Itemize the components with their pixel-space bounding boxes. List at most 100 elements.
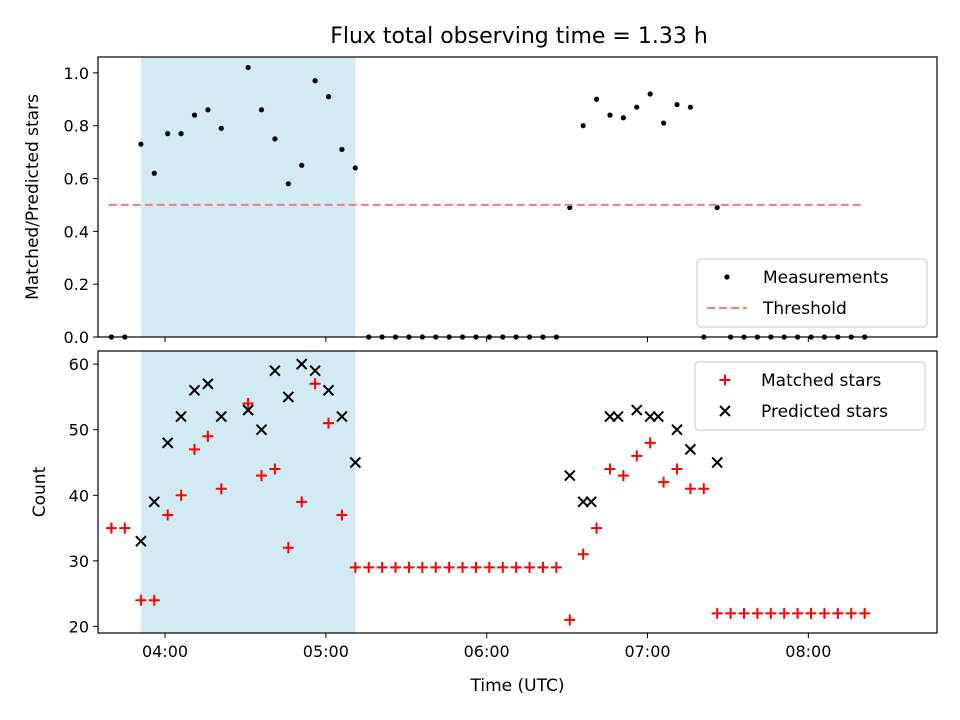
matched-star-point bbox=[457, 561, 469, 573]
predicted-star-point bbox=[631, 404, 643, 416]
matched-star-point bbox=[497, 561, 509, 573]
predicted-star-point bbox=[336, 410, 348, 423]
measurement-point bbox=[138, 141, 144, 147]
matched-star-point bbox=[119, 522, 131, 534]
measurement-point bbox=[205, 107, 211, 113]
measurement-point bbox=[567, 204, 573, 211]
legend-entry: Predicted stars bbox=[761, 402, 888, 422]
predicted-star-point bbox=[309, 364, 321, 377]
measurement-point bbox=[674, 101, 680, 108]
measurement-point bbox=[299, 162, 305, 168]
y-tick-label: 30 bbox=[69, 552, 89, 571]
measurement-point bbox=[714, 204, 720, 211]
matched-star-point bbox=[148, 594, 160, 606]
legend: Matched stars Predicted stars bbox=[694, 361, 926, 431]
y-tick-label: 20 bbox=[69, 617, 89, 636]
legend-entry: Measurements bbox=[763, 268, 889, 288]
matched-star-point bbox=[859, 607, 871, 619]
measurement-point bbox=[165, 131, 171, 137]
legend-entry: Matched stars bbox=[761, 371, 881, 391]
legend: Measurements Threshold bbox=[696, 258, 928, 328]
matched-star-point bbox=[805, 607, 817, 619]
matched-star-point bbox=[658, 476, 670, 488]
measurement-point bbox=[634, 104, 640, 110]
predicted-star-point bbox=[161, 437, 174, 449]
measurement-point bbox=[620, 115, 626, 121]
measurement-point bbox=[660, 120, 667, 126]
x-tick-label: 08:00 bbox=[785, 642, 831, 661]
predicted-star-point bbox=[188, 384, 201, 397]
y-axis-label: Count bbox=[30, 466, 50, 517]
matched-star-point bbox=[684, 483, 696, 495]
matched-star-point bbox=[175, 489, 187, 501]
matched-star-point bbox=[778, 607, 790, 619]
matched-star-point bbox=[390, 561, 402, 573]
matched-star-point bbox=[483, 561, 495, 573]
predicted-star-point bbox=[564, 469, 576, 482]
predicted-star-point bbox=[175, 410, 187, 423]
predicted-star-point bbox=[671, 423, 683, 436]
predicted-star-point bbox=[242, 404, 254, 416]
measurement-point bbox=[687, 104, 693, 110]
matched-star-point bbox=[188, 443, 200, 455]
measurement-point bbox=[339, 146, 345, 153]
predicted-star-point bbox=[148, 496, 160, 508]
matched-star-point bbox=[751, 607, 763, 619]
matched-star-point bbox=[202, 430, 214, 442]
matched-star-point bbox=[510, 561, 522, 573]
predicted-star-point bbox=[269, 364, 281, 377]
matched-star-point bbox=[845, 607, 857, 619]
matched-star-point bbox=[282, 542, 294, 554]
matched-star-point bbox=[162, 509, 174, 521]
axes-frame bbox=[97, 56, 938, 338]
y-tick-label: 0.8 bbox=[64, 117, 89, 136]
matched-star-point bbox=[349, 561, 361, 573]
predicted-star-point bbox=[711, 456, 723, 469]
predicted-star-point bbox=[135, 535, 147, 547]
y-tick-label: 0.2 bbox=[64, 275, 89, 294]
matched-star-point bbox=[470, 561, 482, 573]
legend-predicted-swatch bbox=[719, 405, 731, 417]
matched-star-point bbox=[537, 561, 549, 573]
matched-star-point bbox=[309, 378, 321, 390]
predicted-star-point bbox=[652, 410, 664, 423]
measurement-point bbox=[151, 170, 157, 176]
x-axis-label: Time (UTC) bbox=[470, 676, 565, 696]
matched-star-point bbox=[443, 561, 455, 573]
matched-star-point bbox=[296, 496, 308, 508]
measurement-point bbox=[245, 64, 251, 71]
figure-title: Flux total observing time = 1.33 h bbox=[330, 24, 708, 49]
predicted-star-point bbox=[202, 378, 214, 390]
measurement-point bbox=[580, 123, 586, 129]
matched-star-point bbox=[363, 561, 375, 573]
measurement-point bbox=[218, 125, 224, 131]
matched-star-point bbox=[577, 548, 589, 560]
legend-measurement-swatch bbox=[724, 274, 730, 280]
measurement-point bbox=[647, 91, 653, 97]
measurement-point bbox=[191, 112, 198, 118]
legend-entry: Threshold bbox=[762, 299, 847, 319]
y-tick-label: 60 bbox=[69, 355, 89, 374]
matched-star-point bbox=[644, 437, 656, 449]
matched-star-point bbox=[323, 417, 335, 429]
predicted-star-point bbox=[255, 423, 268, 436]
y-tick-label: 0.4 bbox=[64, 222, 89, 241]
matched-star-point bbox=[818, 607, 830, 619]
matched-star-point bbox=[550, 561, 562, 573]
y-tick-label: 0.0 bbox=[64, 328, 89, 347]
x-tick-label: 04:00 bbox=[142, 642, 188, 661]
upper-panel: 0.0 0.2 0.4 0.6 0.8 1.0 Matched/Predicted star… bbox=[23, 56, 938, 347]
matched-star-point bbox=[591, 522, 603, 534]
matched-star-point bbox=[711, 607, 723, 619]
y-axis-label: Matched/Predicted stars bbox=[23, 94, 43, 300]
measurement-point bbox=[607, 112, 613, 118]
measurement-point bbox=[312, 78, 318, 84]
legend-box bbox=[694, 361, 926, 431]
predicted-star-point bbox=[684, 443, 697, 456]
y-tick-label: 1.0 bbox=[64, 64, 89, 83]
highlight-span bbox=[140, 57, 356, 337]
predicted-star-point bbox=[349, 456, 362, 469]
matched-star-point bbox=[698, 483, 710, 495]
y-tick-label: 40 bbox=[69, 486, 89, 505]
